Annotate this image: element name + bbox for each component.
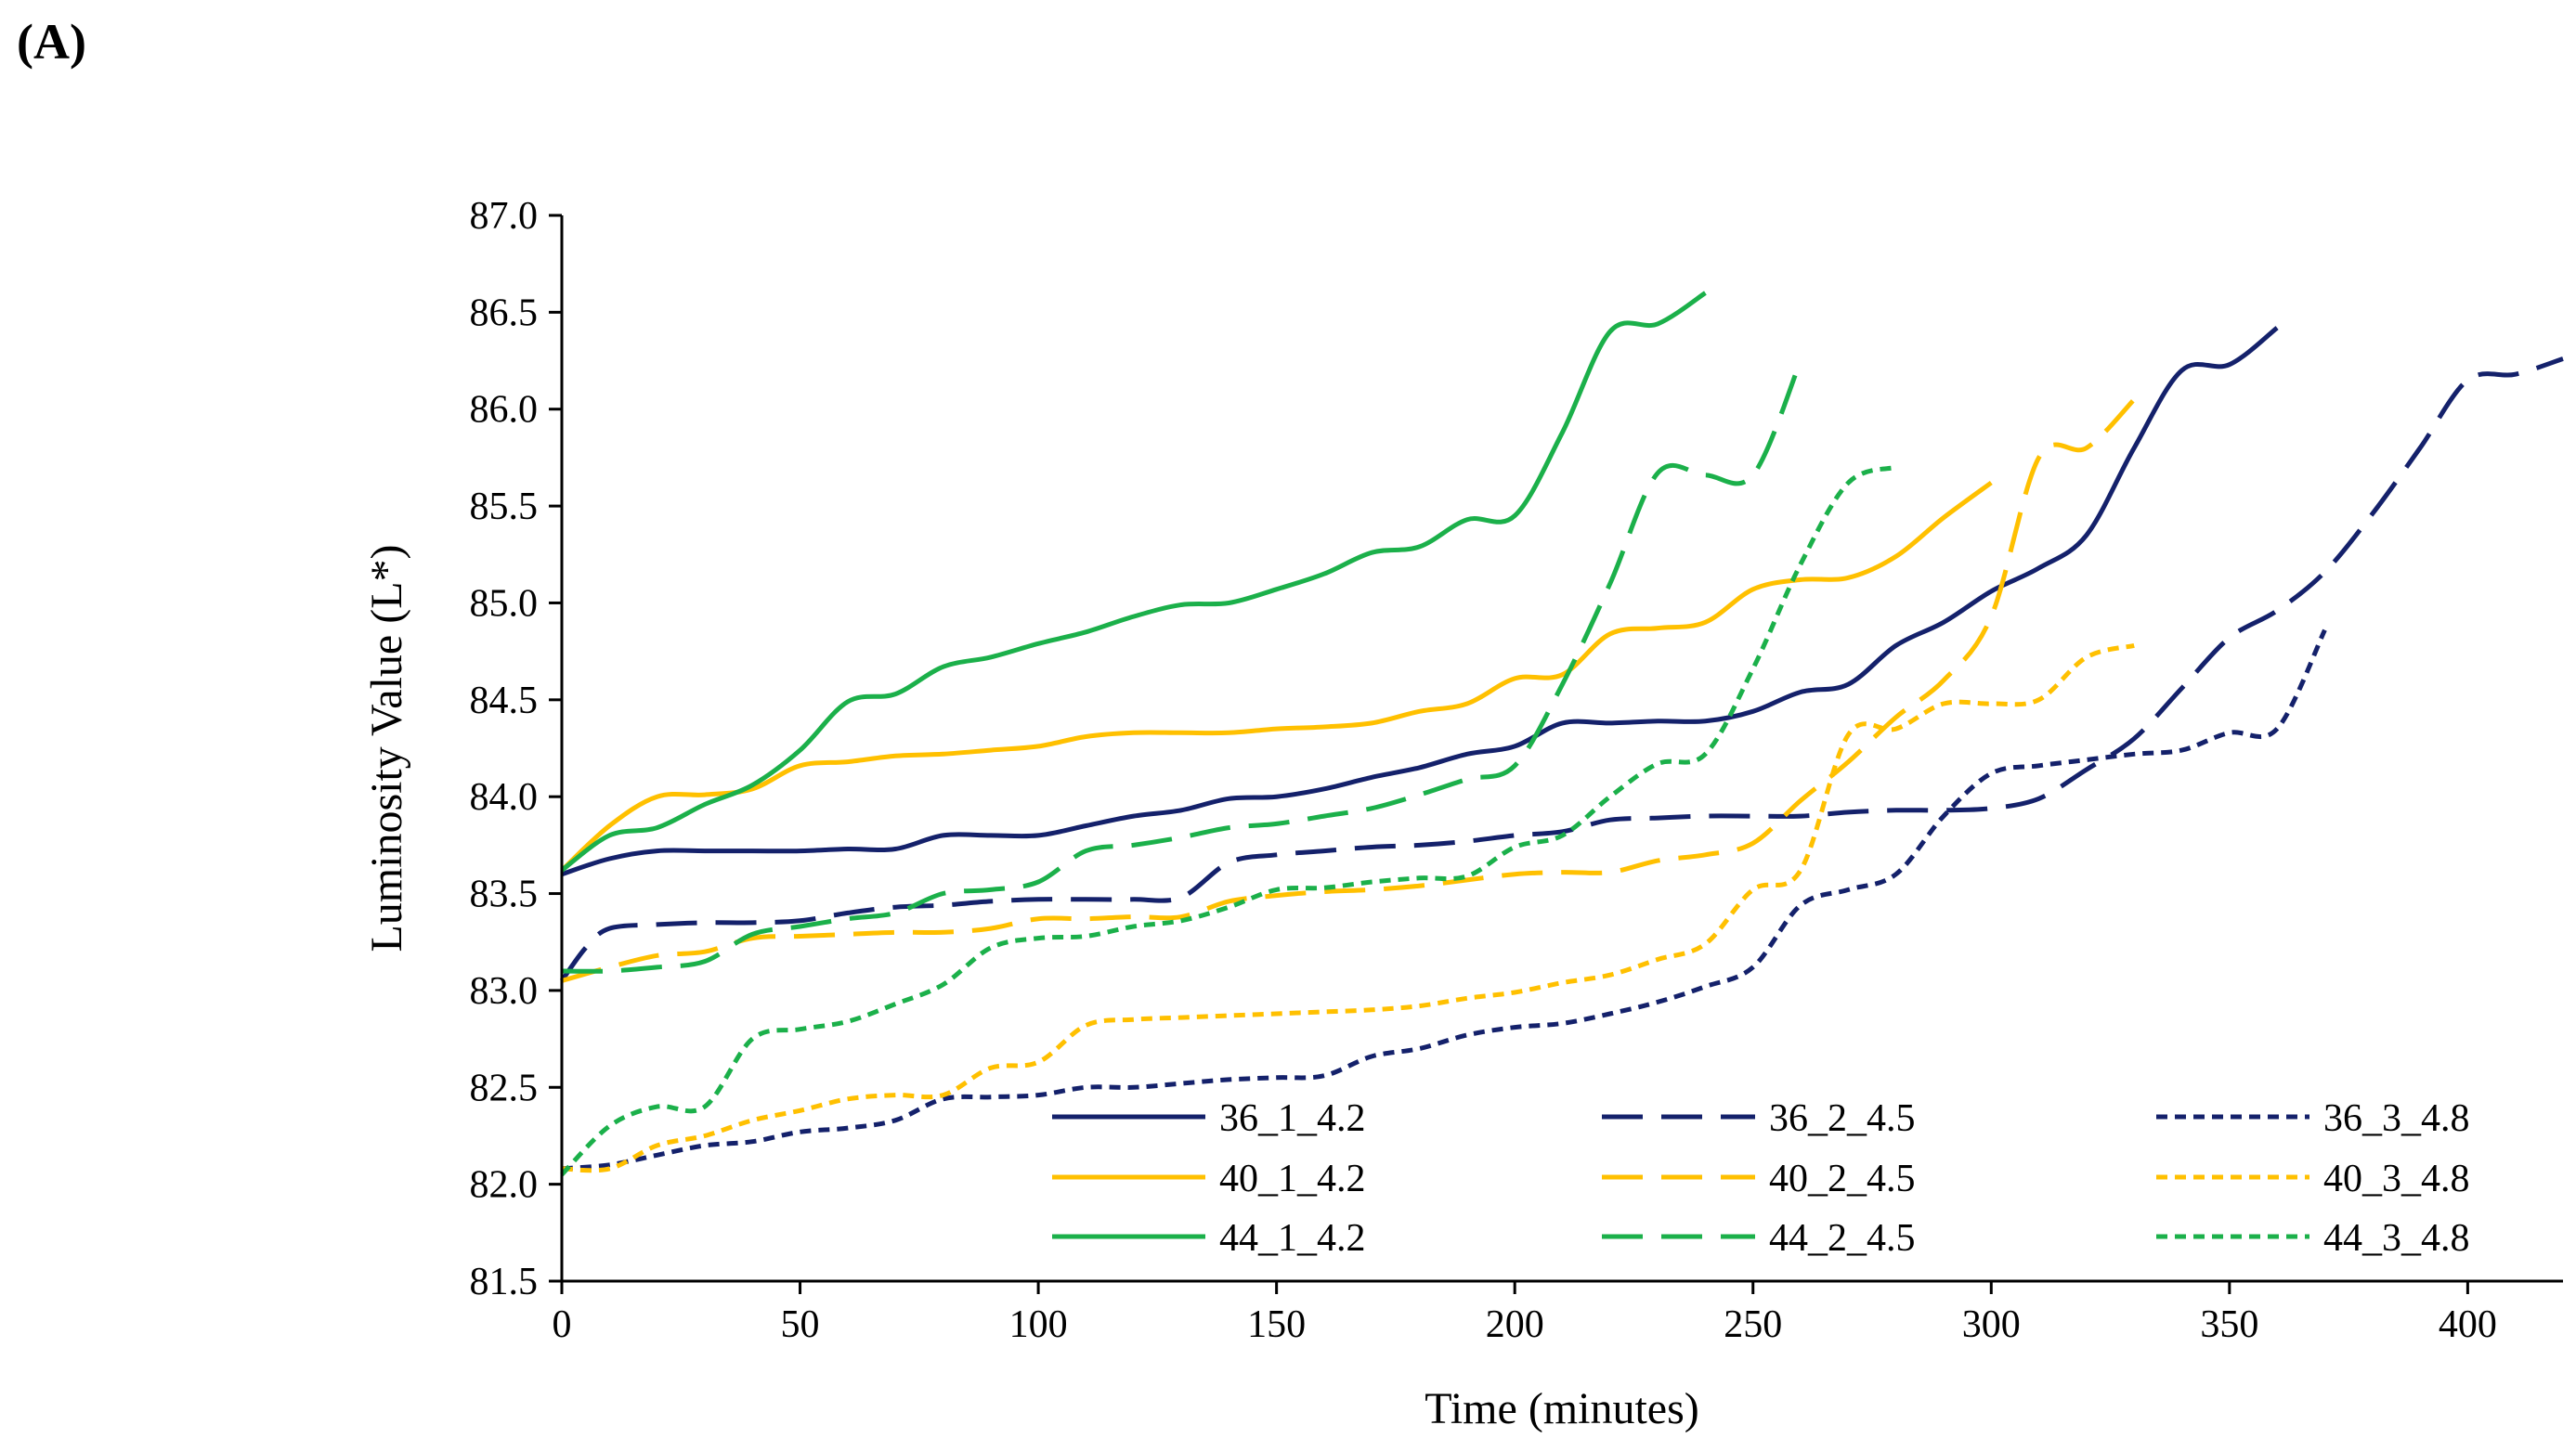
legend: 36_1_4.2 36_2_4.5 36_3_4.8 40_1_4.2 40_2_4.5… bbox=[1052, 1097, 2470, 1260]
legend-label: 36_2_4.5 bbox=[1769, 1097, 1916, 1140]
y-tick-label: 85.0 bbox=[470, 582, 539, 625]
legend-label: 44_1_4.2 bbox=[1219, 1217, 1366, 1260]
y-tick-label: 83.0 bbox=[470, 970, 539, 1013]
y-tick-label: 81.5 bbox=[470, 1261, 539, 1303]
x-tick-label: 200 bbox=[1486, 1303, 1544, 1346]
x-axis-label: Time (minutes) bbox=[1425, 1384, 1699, 1433]
series-line-40_3_4.8 bbox=[561, 642, 2135, 1173]
x-tick-label: 250 bbox=[1724, 1303, 1782, 1346]
x-tick-label: 0 bbox=[553, 1303, 572, 1346]
series-line-36_3_4.8 bbox=[561, 628, 2327, 1172]
x-tick-label: 350 bbox=[2200, 1303, 2258, 1346]
legend-label: 36_1_4.2 bbox=[1219, 1097, 1366, 1140]
y-tick-label: 83.5 bbox=[470, 874, 539, 916]
series-line-36_2_4.5 bbox=[559, 356, 2564, 982]
y-axis-label: Luminosity Value (L*) bbox=[362, 544, 411, 952]
legend-label: 40_1_4.2 bbox=[1219, 1158, 1366, 1200]
x-tick-label: 50 bbox=[781, 1303, 820, 1346]
x-tick-label: 400 bbox=[2439, 1303, 2497, 1346]
series-line-36_1_4.2 bbox=[561, 326, 2279, 877]
legend-label: 44_2_4.5 bbox=[1769, 1217, 1916, 1260]
y-tick-label: 87.0 bbox=[470, 195, 539, 238]
x-tick-label: 300 bbox=[1962, 1303, 2021, 1346]
panel-label: (A) bbox=[17, 14, 86, 70]
series-line-44_2_4.5 bbox=[561, 359, 1803, 974]
series-line-40_2_4.5 bbox=[561, 397, 2137, 983]
y-tick-label: 82.0 bbox=[470, 1164, 539, 1207]
series-line-44_1_4.2 bbox=[560, 291, 1707, 873]
y-tick-label: 85.5 bbox=[470, 486, 539, 528]
x-tick-label: 100 bbox=[1009, 1303, 1068, 1346]
y-tick-label: 82.5 bbox=[470, 1067, 539, 1109]
x-tick-label: 150 bbox=[1247, 1303, 1306, 1346]
legend-label: 36_3_4.8 bbox=[2323, 1097, 2470, 1140]
series-line-44_3_4.8 bbox=[560, 464, 1897, 1176]
y-tick-label: 84.5 bbox=[470, 680, 539, 722]
y-tick-label: 84.0 bbox=[470, 776, 539, 819]
series-line-40_1_4.2 bbox=[560, 480, 1993, 873]
series-layer bbox=[559, 291, 2564, 1176]
y-tick-label: 86.0 bbox=[470, 389, 539, 432]
legend-label: 44_3_4.8 bbox=[2323, 1217, 2470, 1260]
legend-label: 40_2_4.5 bbox=[1769, 1158, 1916, 1200]
axes-layer bbox=[560, 215, 2563, 1283]
legend-label: 40_3_4.8 bbox=[2323, 1158, 2470, 1200]
y-tick-label: 86.5 bbox=[470, 291, 539, 334]
ticks-layer: 81.5 82.0 82.5 83.0 83.5 84.0 84.5 85.0 85.5 86.0… bbox=[470, 195, 2497, 1346]
